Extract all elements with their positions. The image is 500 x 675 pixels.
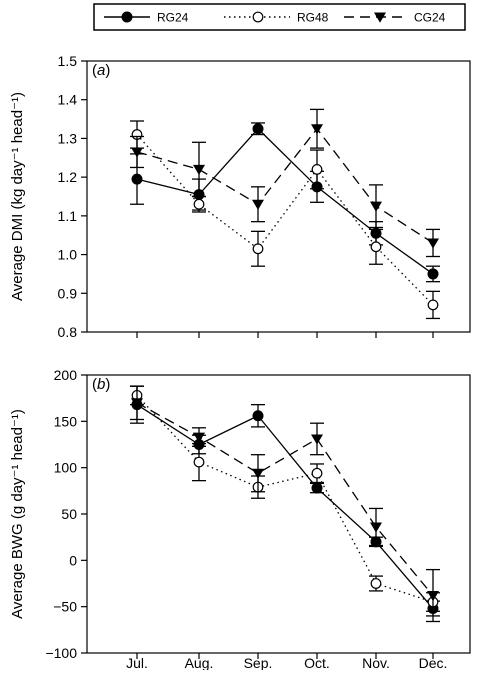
legend-marker-cg24 [374,12,386,23]
panel-label: (a) [92,62,110,79]
y-tick-label: 50 [61,506,77,522]
data-point [252,123,264,135]
panel-label-open: ( [92,62,97,79]
data-point [131,173,143,185]
data-point [311,124,323,135]
data-point [131,398,143,409]
data-point [311,467,323,479]
plot-frame [86,374,471,654]
y-axis-title: Average DMI (kg day⁻¹ head⁻¹) [9,92,26,301]
legend-marker-rg24 [121,11,133,23]
y-tick-label: 200 [54,367,78,383]
data-point [193,164,205,176]
panel-a: 0.8 0.9 1.0 1.1 1.2 1.3 1.4 1.5 Average DMI (kg … [9,53,471,340]
y-tick-label: 1.1 [58,208,78,224]
panel-label-close: ) [105,376,110,393]
x-tick-label: Dec. [419,655,448,670]
legend-label-rg48: RG48 [297,11,329,25]
panel-label-letter: b [97,376,105,393]
y-tick-label: 0.9 [58,285,78,301]
x-tick-label: Sep. [244,655,273,670]
series-cg24 [130,385,440,623]
panel-label-letter: a [97,62,105,79]
series-line [136,134,434,306]
x-tick-label: Aug. [185,655,214,670]
y-tick-label: 150 [54,413,78,429]
y-tick-label: 1.2 [58,169,78,185]
series-rg24 [130,385,440,617]
series-line [136,402,434,596]
series-rg24 [130,122,440,283]
y-tick-label: 0 [69,552,77,568]
series-line [136,394,434,603]
data-point [252,243,264,255]
y-tick-label: 1.4 [58,92,78,108]
data-point [427,268,439,280]
data-point [252,468,264,479]
data-point [370,522,382,533]
panel-b: −100 −50 0 50 100 150 200 Average BWG (g day⁻¹ … [9,367,471,661]
legend-marker-rg48 [252,11,264,23]
series-rg48 [130,385,440,612]
data-point [311,163,323,175]
data-point [311,434,323,445]
legend-label-rg24: RG24 [157,11,189,25]
series-line [136,404,434,609]
data-point [193,456,205,468]
data-point [370,241,382,253]
data-point [311,482,323,494]
series-cg24 [130,108,440,258]
data-point [252,199,264,210]
data-point [193,432,205,443]
data-point [427,238,439,249]
y-tick-label: 1.3 [58,130,78,146]
panel-label: (b) [92,376,110,393]
x-tick-label: Nov. [362,655,390,670]
y-tick-label: 1.0 [58,247,78,263]
series-rg48 [130,120,440,320]
panel-label-open: ( [92,376,97,393]
y-tick-label: −50 [53,599,77,615]
panel-label-close: ) [105,62,110,79]
legend: RG24 RG48 CG24 [93,3,466,31]
data-point [370,201,382,212]
data-point [427,591,439,602]
y-tick-label: 100 [54,460,78,476]
data-point [131,147,143,158]
x-tick-label: Jul. [126,655,148,670]
y-tick-label: 0.8 [58,324,78,340]
data-point [252,410,264,422]
data-point [370,578,382,589]
y-tick-label: 1.5 [58,53,78,69]
data-point [427,299,439,311]
data-point [193,198,205,210]
legend-label-cg24: CG24 [414,11,446,25]
series-line [136,127,434,244]
x-tick-label: Oct. [304,655,330,670]
y-axis-title: Average BWG (g day⁻¹ head⁻¹) [9,409,26,619]
plot-frame [86,60,471,333]
y-tick-label: −100 [45,645,77,661]
series-line [136,127,434,275]
